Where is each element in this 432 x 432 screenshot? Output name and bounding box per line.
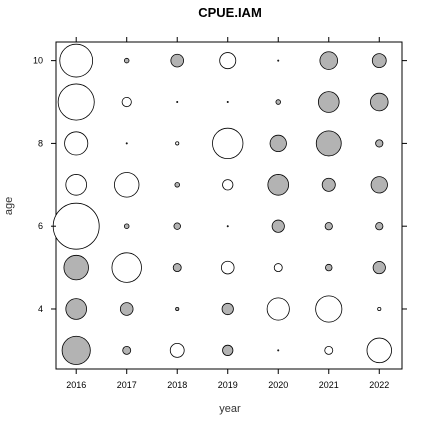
bubble-2021-age-9 — [317, 91, 340, 113]
y-tick-label: 6 — [38, 221, 43, 231]
bubble-2016-age-5 — [63, 254, 89, 281]
y-tick-label: 10 — [33, 56, 43, 66]
plot-frame — [55, 41, 403, 370]
x-tick-label: 2017 — [117, 380, 137, 390]
bubble-2016-age-10 — [59, 43, 94, 78]
bubble-2020-age-6 — [271, 219, 285, 233]
bubble-2017-age-5 — [111, 252, 142, 283]
bubble-2018-age-10 — [170, 53, 184, 68]
bubble-2016-age-6 — [52, 202, 100, 250]
bubble-2019-age-10 — [219, 52, 237, 70]
bubble-2017-age-7 — [114, 172, 140, 198]
bubble-2019-age-6 — [226, 225, 229, 228]
bubble-2022-age-3 — [366, 337, 392, 364]
chart-title: CPUE.IAM — [198, 5, 262, 20]
bubble-2020-age-8 — [269, 134, 287, 153]
bubble-2021-age-8 — [315, 130, 342, 157]
bubble-2022-age-5 — [372, 261, 386, 275]
y-axis-label: age — [3, 197, 15, 215]
bubble-2022-age-6 — [375, 222, 384, 231]
bubble-2016-age-4 — [65, 298, 87, 320]
bubble-2019-age-7 — [222, 179, 234, 191]
bubble-2017-age-8 — [125, 142, 128, 145]
x-tick-label: 2020 — [268, 380, 288, 390]
y-tick-label: 8 — [38, 138, 43, 148]
bubble-2021-age-5 — [325, 263, 333, 272]
y-tick-label: 4 — [38, 304, 43, 314]
bubble-2017-age-9 — [121, 96, 132, 108]
bubble-2021-age-6 — [324, 222, 333, 231]
bubble-layer — [52, 43, 392, 365]
bubble-2019-age-5 — [220, 260, 235, 275]
bubble-2019-age-9 — [226, 101, 229, 104]
bubble-2022-age-9 — [370, 92, 389, 112]
bubble-2016-age-3 — [61, 335, 91, 365]
x-tick-label: 2016 — [66, 380, 86, 390]
x-tick-label: 2021 — [319, 380, 339, 390]
bubble-2022-age-10 — [371, 53, 387, 68]
bubble-2020-age-9 — [275, 99, 281, 105]
bubble-2017-age-10 — [123, 57, 130, 64]
bubble-2017-age-3 — [122, 345, 132, 355]
bubble-2018-age-4 — [175, 306, 180, 312]
bubble-2019-age-8 — [212, 127, 244, 160]
bubble-2017-age-4 — [119, 302, 134, 316]
bubble-2022-age-4 — [377, 306, 382, 312]
bubble-2018-age-6 — [173, 222, 181, 230]
bubble-2018-age-9 — [176, 101, 179, 104]
bubble-2018-age-3 — [169, 343, 185, 358]
bubble-2021-age-3 — [324, 345, 334, 355]
x-axis: 2016 2017 2018 2019 2020 2021 2022 — [66, 37, 389, 390]
bubble-2021-age-7 — [321, 177, 336, 192]
x-tick-label: 2018 — [167, 380, 187, 390]
bubble-2018-age-5 — [172, 263, 182, 273]
bubble-2018-age-8 — [175, 141, 180, 146]
bubble-2020-age-10 — [277, 59, 280, 62]
bubble-2020-age-3 — [277, 349, 280, 352]
bubble-2017-age-6 — [123, 223, 130, 229]
bubble-2016-age-7 — [65, 174, 87, 196]
y-axis: 4 6 8 10 — [33, 56, 407, 314]
bubble-2022-age-8 — [375, 139, 384, 148]
bubble-2016-age-9 — [57, 83, 95, 121]
x-axis-label: year — [219, 403, 241, 415]
bubble-2019-age-4 — [221, 302, 234, 316]
bubble-2019-age-3 — [222, 344, 234, 356]
bubble-2020-age-4 — [266, 297, 290, 321]
x-tick-label: 2019 — [218, 380, 238, 390]
bubble-2018-age-7 — [174, 182, 180, 188]
x-tick-label: 2022 — [369, 380, 389, 390]
bubble-2020-age-5 — [273, 263, 283, 273]
bubble-2022-age-7 — [370, 176, 388, 194]
bubble-2016-age-8 — [64, 131, 89, 156]
bubble-2021-age-10 — [319, 51, 339, 70]
bubble-2021-age-4 — [315, 295, 343, 323]
bubble-2020-age-7 — [267, 174, 290, 196]
